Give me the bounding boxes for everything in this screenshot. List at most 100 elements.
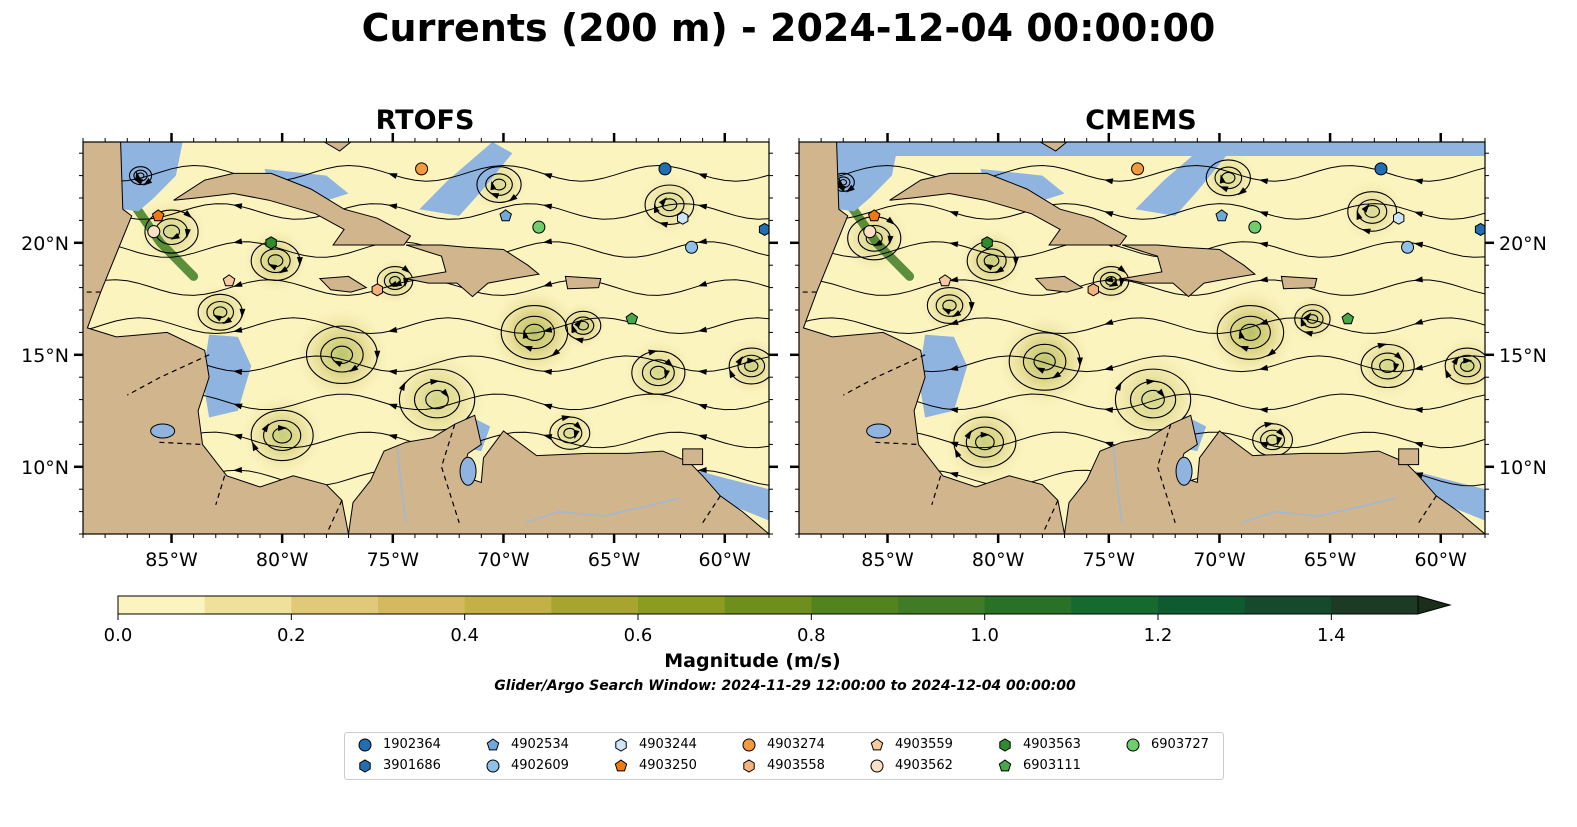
streamline-arrow <box>1413 364 1424 371</box>
streamline-arrow <box>697 238 707 245</box>
streamline <box>320 337 364 373</box>
speed-eddy <box>1340 179 1404 244</box>
land <box>1034 275 1084 293</box>
streamline-arrow <box>542 173 553 179</box>
float-marker <box>415 162 429 176</box>
lon-tick-label: 75°W <box>1083 549 1136 571</box>
streamline <box>1294 304 1331 334</box>
speed-eddy <box>920 276 979 335</box>
streamline-arrow <box>252 441 259 452</box>
streamline-arrow <box>1077 357 1083 367</box>
streamline-arrow <box>1413 178 1424 185</box>
figure-title: Currents (200 m) - 2024-12-04 00:00:00 <box>361 6 1216 50</box>
float-marker <box>1474 222 1485 236</box>
streamline-arrow <box>697 467 707 473</box>
streamline-arrow <box>1108 280 1119 287</box>
streamline-arrow <box>374 350 381 360</box>
streamline <box>799 279 1485 296</box>
streamline-arrow <box>1463 357 1473 364</box>
shallow-mask <box>1135 142 1229 216</box>
legend-label: 4903250 <box>639 758 697 773</box>
legend-marker <box>999 737 1011 752</box>
streamline-arrow <box>1103 364 1114 371</box>
streamline-arrow <box>233 403 243 410</box>
colorbar-segment <box>984 596 1072 614</box>
circle-marker-icon <box>486 759 500 772</box>
streamline-arrow <box>388 281 398 287</box>
legend-label: 1902364 <box>383 737 441 752</box>
streamline-arrow <box>296 257 303 267</box>
streamline-arrow <box>542 369 552 375</box>
streamline-arrow <box>278 425 287 431</box>
streamline-arrow <box>261 423 269 433</box>
float-marker <box>1393 211 1405 225</box>
colorbar-tick-label: 1.0 <box>970 625 999 646</box>
legend-item: 4903250 <box>613 757 697 775</box>
streamline-arrow <box>837 178 844 188</box>
streamline-arrow <box>1104 211 1114 217</box>
legend-label: 4903558 <box>767 758 825 773</box>
lon-tick-label: 65°W <box>588 549 641 571</box>
streamline-arrow <box>542 326 553 333</box>
streamline <box>83 164 769 182</box>
streamline-arrow <box>1103 276 1114 283</box>
streamline-arrow <box>697 434 708 441</box>
streamline <box>654 192 685 218</box>
streamline-arrow <box>1413 318 1424 325</box>
legend-item: 4903274 <box>741 736 825 754</box>
streamline <box>1141 389 1165 410</box>
colorbar-frame <box>117 595 1419 615</box>
streamline-arrow <box>349 364 359 372</box>
streamline <box>737 354 766 378</box>
river <box>396 446 407 523</box>
hexagon-marker-icon <box>743 758 755 773</box>
land <box>323 142 352 152</box>
legend-item: 1902364 <box>357 736 441 754</box>
streamline-arrow <box>574 337 584 344</box>
speed-eddy <box>1353 331 1423 401</box>
speed-eddy <box>560 302 607 349</box>
float-marker <box>1131 162 1145 176</box>
legend-label: 4903563 <box>1023 737 1081 752</box>
land <box>405 244 541 298</box>
streamline-arrow <box>551 348 561 357</box>
land <box>682 448 704 466</box>
float-marker <box>265 236 277 250</box>
streamline <box>1260 429 1286 451</box>
lon-tick-label: 65°W <box>1304 549 1357 571</box>
streamline <box>1453 354 1482 378</box>
legend-item: 4902534 <box>485 736 569 754</box>
legend-marker <box>486 737 500 750</box>
streamline-arrow <box>571 323 578 334</box>
streamline <box>1216 304 1285 360</box>
streamline-arrow <box>954 448 962 458</box>
legend-marker <box>359 758 371 773</box>
map-rtofs: 85°W 80°W 75°W 70°W 65°W 60°W 20°N 15°N 10°N <box>21 133 778 571</box>
streamline <box>1356 199 1388 224</box>
streamline-arrow <box>233 203 243 210</box>
streamline <box>206 300 235 324</box>
speed-eddy <box>944 401 1026 483</box>
streamline-arrow <box>980 431 990 438</box>
colorbar-segment <box>1071 596 1159 614</box>
streamline-arrow <box>1157 388 1165 398</box>
land <box>1039 142 1068 152</box>
streamline-arrow <box>1258 364 1269 371</box>
streamline-arrow <box>1104 441 1114 448</box>
streamline-arrow <box>1258 241 1269 248</box>
legend-item: 4903244 <box>613 736 697 754</box>
lon-tick-label: 60°W <box>1415 549 1468 571</box>
streamline <box>549 416 591 450</box>
float-marker <box>151 209 165 222</box>
float-marker <box>532 220 546 234</box>
streamline-arrow <box>1146 378 1156 385</box>
streamline-arrow <box>697 326 708 333</box>
streamline-arrow <box>212 314 223 322</box>
hexagon-marker-icon <box>359 758 371 773</box>
legend-label: 6903111 <box>1023 758 1081 773</box>
streamline-arrow <box>948 407 959 413</box>
land <box>173 172 412 246</box>
streamline-arrow <box>949 241 959 248</box>
colorbar-segment <box>204 596 292 614</box>
river <box>525 497 681 524</box>
